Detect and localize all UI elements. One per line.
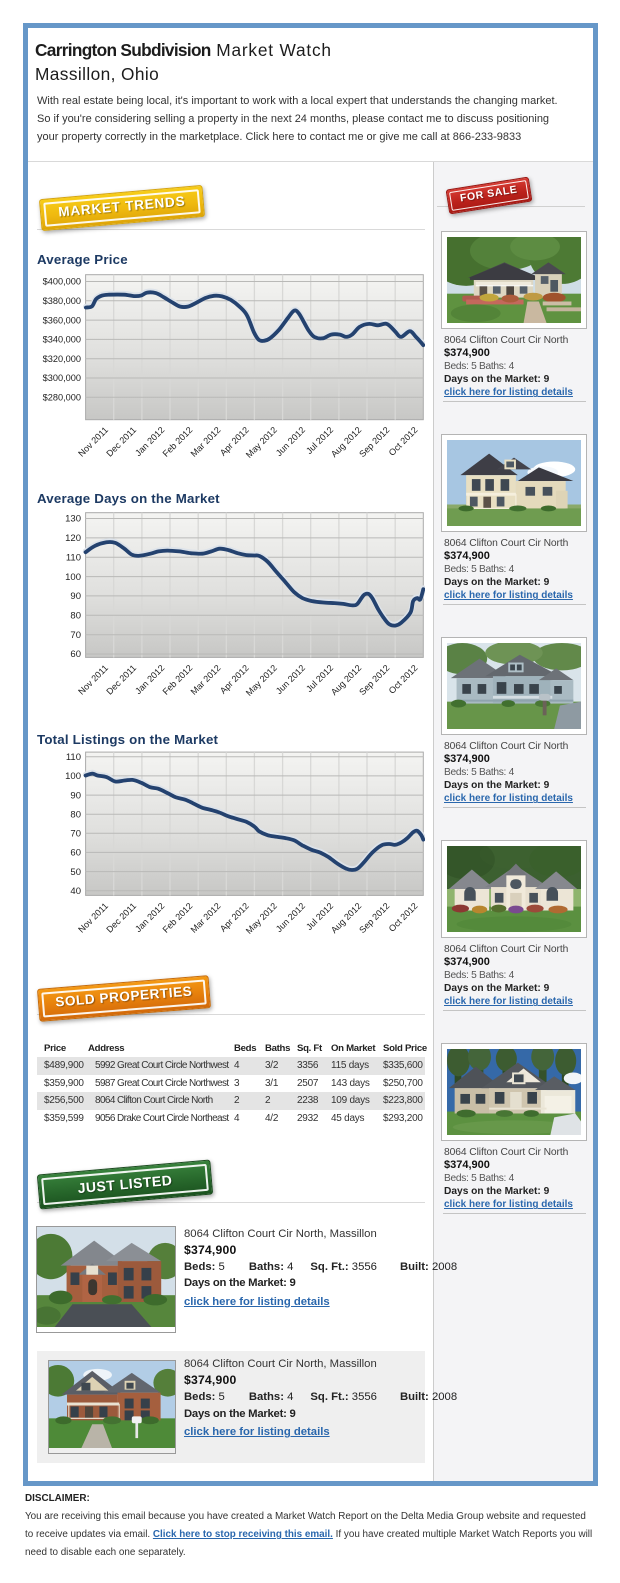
svg-text:Oct 2012: Oct 2012 [387, 901, 420, 934]
svg-text:Oct 2012: Oct 2012 [387, 663, 420, 696]
svg-text:80: 80 [70, 611, 81, 622]
svg-text:Oct 2012: Oct 2012 [387, 425, 420, 458]
svg-text:$360,000: $360,000 [43, 315, 81, 325]
svg-text:Mar 2012: Mar 2012 [189, 901, 223, 935]
svg-text:Sep 2012: Sep 2012 [357, 663, 391, 697]
svg-text:May 2012: May 2012 [244, 663, 279, 698]
svg-text:90: 90 [70, 591, 81, 602]
svg-text:50: 50 [70, 867, 81, 878]
svg-text:May 2012: May 2012 [244, 425, 279, 460]
svg-text:Dec 2011: Dec 2011 [104, 425, 138, 459]
svg-text:60: 60 [70, 848, 81, 859]
svg-text:110: 110 [66, 552, 81, 563]
svg-text:May 2012: May 2012 [244, 901, 279, 936]
svg-text:Jun 2012: Jun 2012 [274, 663, 307, 696]
svg-text:Jun 2012: Jun 2012 [274, 901, 307, 934]
svg-text:130: 130 [65, 514, 81, 525]
svg-text:120: 120 [65, 533, 81, 544]
svg-text:$300,000: $300,000 [43, 373, 81, 383]
svg-text:Dec 2011: Dec 2011 [104, 663, 138, 697]
svg-text:80: 80 [70, 809, 81, 820]
svg-text:Sep 2012: Sep 2012 [357, 901, 391, 935]
svg-text:60: 60 [70, 649, 81, 660]
svg-text:$280,000: $280,000 [43, 393, 81, 403]
svg-text:$380,000: $380,000 [43, 296, 81, 306]
svg-text:90: 90 [70, 790, 81, 801]
svg-text:70: 70 [70, 829, 81, 840]
svg-text:40: 40 [70, 886, 81, 897]
svg-text:$400,000: $400,000 [43, 277, 81, 287]
svg-text:$320,000: $320,000 [43, 354, 81, 364]
svg-text:Dec 2011: Dec 2011 [104, 901, 138, 935]
svg-text:100: 100 [65, 771, 81, 782]
svg-text:110: 110 [66, 752, 81, 763]
svg-text:100: 100 [65, 572, 81, 583]
svg-text:70: 70 [70, 630, 81, 641]
svg-text:Mar 2012: Mar 2012 [189, 425, 223, 459]
svg-text:Jun 2012: Jun 2012 [274, 425, 307, 458]
svg-text:$340,000: $340,000 [43, 335, 81, 345]
svg-text:Sep 2012: Sep 2012 [357, 425, 391, 459]
svg-text:Mar 2012: Mar 2012 [189, 663, 223, 697]
